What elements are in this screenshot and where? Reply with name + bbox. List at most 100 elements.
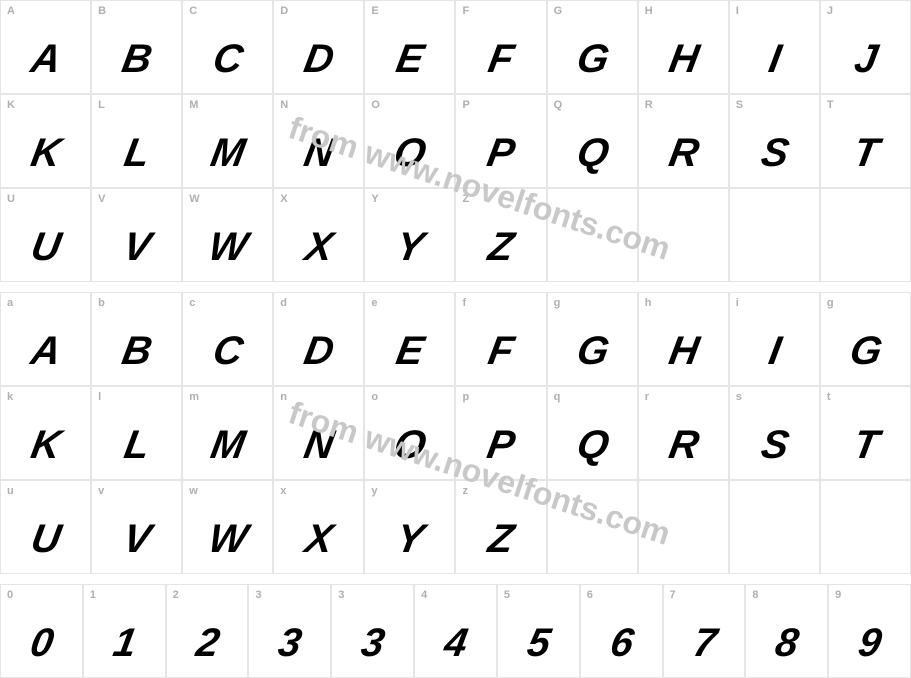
cell-label: Z [462, 193, 469, 205]
cell-label: m [189, 391, 199, 403]
glyph-cell: ZZ [455, 188, 546, 282]
glyph-row: AABBCCDDEEFFGGHHIIJJ [0, 0, 911, 94]
cell-label: k [7, 391, 13, 403]
glyph-row: KKLLMMNNOOPPQQRRSSTT [0, 94, 911, 188]
cell-label: v [98, 485, 104, 497]
cell-glyph: U [0, 517, 94, 562]
cell-glyph: T [817, 131, 911, 176]
cell-glyph: 1 [80, 621, 169, 666]
cell-glyph: F [453, 37, 550, 82]
cell-glyph: A [0, 37, 94, 82]
glyph-cell: 77 [663, 584, 746, 678]
glyph-cell: kK [0, 386, 91, 480]
cell-glyph: T [817, 423, 911, 468]
cell-glyph: H [635, 329, 732, 374]
glyph-row: aAbBcCdDeEfFgGhHiIgG [0, 292, 911, 386]
cell-glyph: 6 [577, 621, 666, 666]
glyph-row: uUvVwWxXyYzZ [0, 480, 911, 574]
cell-label: g [554, 297, 561, 309]
cell-glyph: G [817, 329, 911, 374]
glyph-cell: xX [273, 480, 364, 574]
cell-glyph: G [544, 37, 641, 82]
cell-glyph: Z [453, 225, 550, 270]
glyph-cell [547, 480, 638, 574]
cell-label: c [189, 297, 195, 309]
cell-glyph: K [0, 423, 94, 468]
cell-glyph: P [453, 131, 550, 176]
glyph-cell: 55 [497, 584, 580, 678]
cell-glyph: 4 [411, 621, 500, 666]
cell-glyph: V [88, 225, 185, 270]
cell-glyph: M [179, 423, 276, 468]
cell-glyph: 3 [328, 621, 417, 666]
cell-label: Q [554, 99, 563, 111]
glyph-cell: zZ [455, 480, 546, 574]
cell-label: z [462, 485, 468, 497]
cell-label: g [827, 297, 834, 309]
glyph-cell: bB [91, 292, 182, 386]
glyph-cell: gG [547, 292, 638, 386]
cell-glyph: N [270, 131, 367, 176]
cell-label: P [462, 99, 469, 111]
cell-label: q [554, 391, 561, 403]
cell-label: u [7, 485, 14, 497]
cell-glyph: G [544, 329, 641, 374]
glyph-cell [638, 480, 729, 574]
cell-label: 3 [255, 589, 261, 601]
glyph-cell: aA [0, 292, 91, 386]
cell-label: d [280, 297, 287, 309]
cell-label: l [98, 391, 101, 403]
cell-glyph: R [635, 423, 732, 468]
cell-label: J [827, 5, 833, 17]
cell-label: F [462, 5, 469, 17]
cell-label: b [98, 297, 105, 309]
glyph-cell [547, 188, 638, 282]
cell-glyph: M [179, 131, 276, 176]
glyph-cell: EE [364, 0, 455, 94]
cell-label: Y [371, 193, 378, 205]
glyph-cell: GG [547, 0, 638, 94]
cell-label: 6 [587, 589, 593, 601]
glyph-cell: 99 [828, 584, 911, 678]
cell-glyph: 0 [0, 621, 86, 666]
glyph-cell [729, 480, 820, 574]
cell-label: A [7, 5, 15, 17]
glyph-cell: PP [455, 94, 546, 188]
section-spacer [0, 574, 911, 584]
glyph-cell: gG [820, 292, 911, 386]
cell-glyph: H [635, 37, 732, 82]
glyph-cell: dD [273, 292, 364, 386]
cell-glyph: B [88, 37, 185, 82]
glyph-cell: CC [182, 0, 273, 94]
cell-label: s [736, 391, 742, 403]
cell-label: D [280, 5, 288, 17]
glyph-cell: JJ [820, 0, 911, 94]
glyph-cell: fF [455, 292, 546, 386]
cell-label: 7 [670, 589, 676, 601]
cell-glyph: 7 [660, 621, 749, 666]
cell-glyph: I [726, 37, 823, 82]
glyph-cell: nN [273, 386, 364, 480]
cell-label: 5 [504, 589, 510, 601]
cell-glyph: D [270, 37, 367, 82]
glyph-cell: RR [638, 94, 729, 188]
glyph-cell: MM [182, 94, 273, 188]
cell-label: i [736, 297, 739, 309]
cell-glyph: I [726, 329, 823, 374]
cell-label: C [189, 5, 197, 17]
cell-label: p [462, 391, 469, 403]
cell-glyph: J [817, 37, 911, 82]
glyph-cell: OO [364, 94, 455, 188]
glyph-cell: BB [91, 0, 182, 94]
cell-glyph: E [361, 37, 458, 82]
cell-glyph: Z [453, 517, 550, 562]
cell-glyph: 8 [742, 621, 831, 666]
glyph-cell: cC [182, 292, 273, 386]
cell-glyph: L [88, 423, 185, 468]
glyph-cell: oO [364, 386, 455, 480]
cell-label: G [554, 5, 563, 17]
cell-label: y [371, 485, 377, 497]
cell-label: 8 [752, 589, 758, 601]
glyph-cell: 88 [745, 584, 828, 678]
glyph-cell: rR [638, 386, 729, 480]
